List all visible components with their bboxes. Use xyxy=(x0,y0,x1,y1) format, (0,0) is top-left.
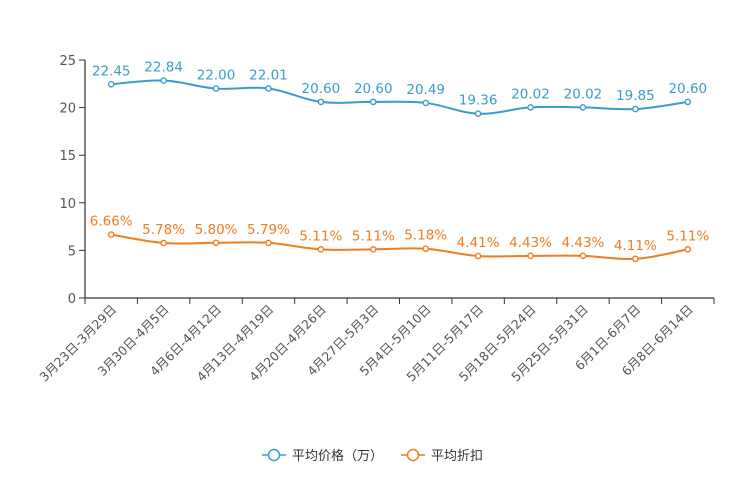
y-tick-label: 15 xyxy=(59,149,76,164)
data-point[interactable] xyxy=(265,239,272,247)
data-label: 20.02 xyxy=(564,86,603,102)
legend-item-1[interactable]: 平均折扣 xyxy=(401,448,483,464)
data-point[interactable] xyxy=(684,246,692,253)
data-label: 5.78% xyxy=(142,222,185,238)
data-point[interactable] xyxy=(160,77,167,84)
data-point[interactable] xyxy=(527,104,534,111)
data-label: 5.11% xyxy=(299,228,342,244)
data-label: 4.41% xyxy=(457,235,500,251)
data-label: 4.11% xyxy=(614,238,657,254)
data-label: 19.36 xyxy=(459,93,498,109)
data-label: 4.43% xyxy=(562,235,605,251)
data-label: 22.00 xyxy=(197,68,236,84)
data-point[interactable] xyxy=(422,99,430,107)
data-point[interactable] xyxy=(265,85,272,92)
legend-marker-icon xyxy=(267,448,281,462)
data-label: 20.60 xyxy=(302,81,341,97)
y-tick-label: 0 xyxy=(68,292,76,307)
data-label: 5.11% xyxy=(666,228,709,244)
series-line xyxy=(111,79,688,115)
data-label: 4.43% xyxy=(509,235,552,251)
y-tick-label: 10 xyxy=(59,197,76,212)
legend-label: 平均价格（万） xyxy=(292,448,383,464)
y-tick-label: 20 xyxy=(59,102,76,117)
data-point[interactable] xyxy=(160,239,167,247)
data-label: 5.11% xyxy=(352,228,395,244)
data-label: 6.66% xyxy=(90,214,133,230)
data-point[interactable] xyxy=(317,246,325,253)
data-label: 22.01 xyxy=(249,67,288,83)
data-point[interactable] xyxy=(474,110,482,117)
data-point[interactable] xyxy=(212,239,220,247)
legend-item-0[interactable]: 平均价格（万） xyxy=(262,448,383,464)
series-1: 6.66% 5.78% 5.80% 5.79% 5.11% 5.11% 5.18% 4.41%… xyxy=(90,214,709,263)
data-label: 5.80% xyxy=(195,222,238,238)
data-point[interactable] xyxy=(212,85,220,92)
data-point[interactable] xyxy=(527,252,534,260)
data-point[interactable] xyxy=(369,98,377,106)
y-tick-label: 25 xyxy=(59,54,76,69)
data-point[interactable] xyxy=(317,98,325,106)
data-label: 22.45 xyxy=(92,63,131,79)
data-label: 19.85 xyxy=(616,88,655,104)
data-point[interactable] xyxy=(422,245,430,252)
data-point[interactable] xyxy=(684,98,692,106)
y-tick-label: 5 xyxy=(68,244,76,259)
data-point[interactable] xyxy=(369,246,377,253)
data-point[interactable] xyxy=(474,252,482,260)
data-point[interactable] xyxy=(579,252,587,260)
y-ticks: 0 5 10 15 20 25 xyxy=(59,54,85,307)
x-ticks: 3月23日-3月29日3月30日-4月5日4月6日-4月12日4月13日-4月1… xyxy=(36,298,715,384)
data-point[interactable] xyxy=(107,80,115,88)
data-point[interactable] xyxy=(632,105,639,113)
legend: 平均价格（万） 平均折扣 xyxy=(262,448,483,464)
data-label: 22.84 xyxy=(144,60,183,76)
data-label: 20.02 xyxy=(511,86,550,102)
legend-marker-icon xyxy=(406,448,420,462)
legend-label: 平均折扣 xyxy=(431,449,483,464)
data-label: 5.79% xyxy=(247,222,290,238)
series-line xyxy=(111,233,688,261)
data-point[interactable] xyxy=(632,255,639,263)
data-label: 20.60 xyxy=(354,81,393,97)
series-layer: 22.45 22.84 22.00 22.01 20.60 20.60 20.49 19.36… xyxy=(90,60,709,263)
data-point[interactable] xyxy=(579,104,587,111)
data-label: 20.60 xyxy=(668,81,707,97)
series-0: 22.45 22.84 22.00 22.01 20.60 20.60 20.49 19.36… xyxy=(92,60,707,117)
data-label: 5.18% xyxy=(404,228,447,244)
data-label: 20.49 xyxy=(406,82,445,98)
data-point[interactable] xyxy=(107,231,115,238)
